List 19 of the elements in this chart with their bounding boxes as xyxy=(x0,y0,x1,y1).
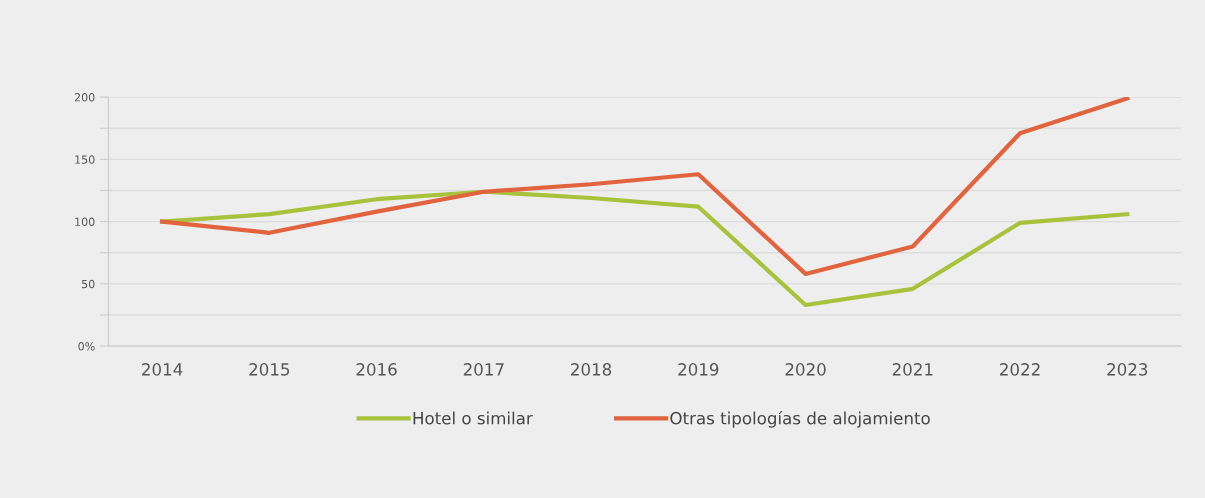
x-tick-label: 2019 xyxy=(678,363,719,376)
y-tick-label: 150 xyxy=(75,155,95,164)
x-tick-label: 2015 xyxy=(249,363,290,376)
legend-label: Otras tipologías de alojamiento xyxy=(670,410,930,428)
y-tick-label: 0% xyxy=(78,342,95,351)
legend-label: Hotel o similar xyxy=(413,411,533,425)
line-series xyxy=(159,97,1130,276)
x-tick-label: 2023 xyxy=(1107,363,1148,376)
y-tick-label: 200 xyxy=(74,93,95,102)
x-tick-label: 2017 xyxy=(463,363,504,376)
x-tick-label: 2014 xyxy=(142,363,183,376)
x-tick-label: 2022 xyxy=(1000,363,1040,376)
x-tick-label: 2020 xyxy=(785,363,826,376)
y-tick-label: 50 xyxy=(81,279,95,289)
x-tick-label: 2021 xyxy=(892,363,933,376)
y-tick-label: 100 xyxy=(75,217,95,226)
line-series xyxy=(159,189,1130,308)
x-tick-label: 2018 xyxy=(571,363,612,376)
x-tick-label: 2016 xyxy=(356,363,397,376)
